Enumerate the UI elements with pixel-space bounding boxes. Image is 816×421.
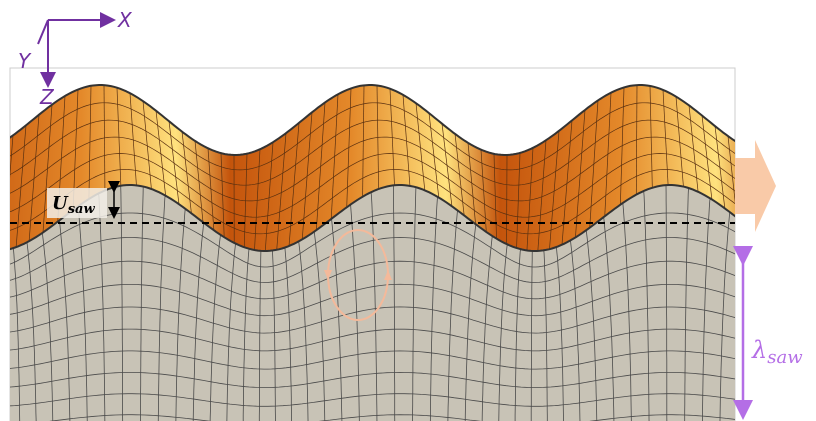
amplitude-subscript: saw — [68, 202, 96, 217]
wavelength-label: λsaw — [751, 336, 803, 368]
y-axis — [38, 20, 48, 44]
y-axis-label: Y — [18, 49, 32, 73]
wavelength-subscript: saw — [767, 347, 803, 368]
diagram: Usaw λsaw X Y Z — [0, 0, 816, 421]
amplitude-symbol: U — [52, 193, 69, 214]
wavelength-symbol: λ — [751, 336, 767, 364]
grid-line — [1, 251, 4, 421]
propagation-arrow — [735, 140, 776, 232]
x-axis-label: X — [117, 8, 133, 32]
z-axis-label: Z — [39, 85, 55, 109]
medium — [0, 85, 755, 421]
